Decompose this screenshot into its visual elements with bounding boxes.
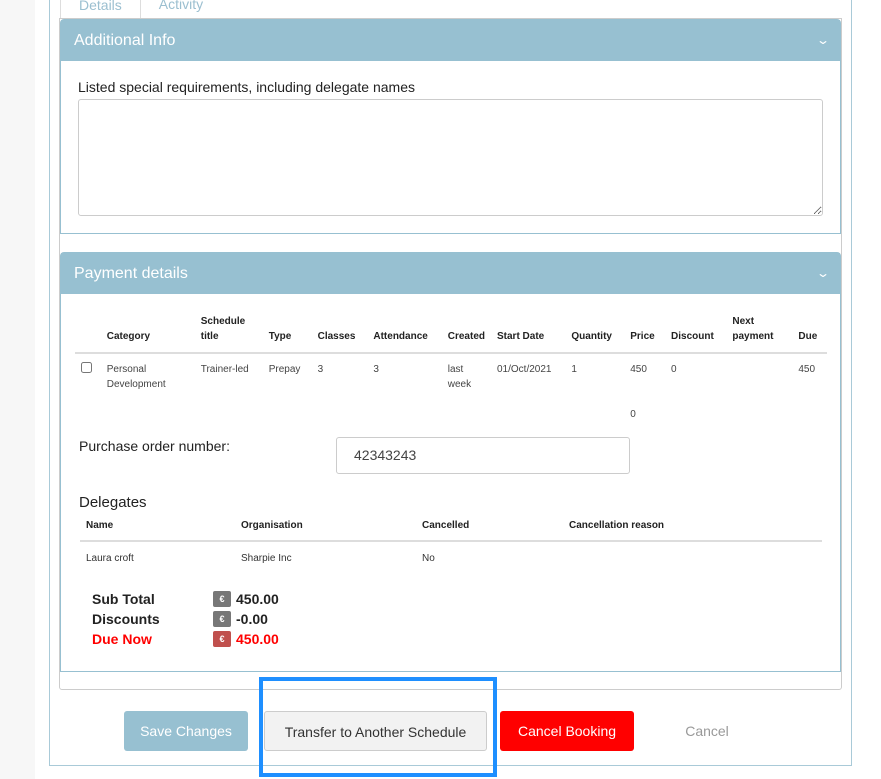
col-header: Schedule title (194, 314, 263, 354)
col-header: Classes (311, 314, 368, 354)
euro-icon: € (213, 611, 231, 627)
cell-attendance: 3 (373, 364, 379, 375)
sub-total-label: Sub Total (92, 591, 155, 607)
chevron-down-icon[interactable]: ⌄ (815, 33, 831, 47)
panel-title: Payment details (74, 265, 188, 282)
table-row: Laura croft Sharpie Inc No (80, 541, 822, 575)
left-sidebar (0, 0, 35, 779)
po-input[interactable]: 42343243 (336, 437, 630, 474)
chevron-down-icon[interactable]: ⌄ (815, 266, 831, 280)
cell-quantity: 1 (571, 364, 577, 375)
save-changes-button[interactable]: Save Changes (124, 711, 248, 751)
totals: Sub Total €450.00 Discounts € -0.00 Due Now… (92, 589, 279, 649)
col-select (75, 314, 101, 354)
cell-reason (563, 541, 822, 575)
sub-total-row: Sub Total €450.00 (92, 589, 279, 609)
sub-total-value: 450.00 (236, 591, 279, 607)
cell-created: last week (447, 364, 472, 390)
euro-icon: € (213, 591, 231, 607)
cell-schedule-title: Trainer-led (200, 364, 249, 375)
tab-bar: Details Activity (60, 0, 221, 19)
row-checkbox[interactable] (81, 362, 92, 373)
col-header: Type (262, 314, 312, 354)
col-header: Due (792, 314, 827, 354)
col-header: Cancellation reason (563, 518, 822, 542)
euro-icon: € (213, 631, 231, 647)
cell-category: Personal Development (106, 364, 166, 390)
additional-info-header[interactable]: Additional Info ⌄ (61, 20, 840, 61)
cell-due: 450 (798, 364, 816, 375)
col-header: Start Date (491, 314, 566, 354)
cell-cancelled: No (422, 553, 435, 564)
requirements-label: Listed special requirements, including d… (78, 79, 415, 95)
cell-start-date: 01/Oct/2021 (497, 364, 552, 375)
cell-organisation: Sharpie Inc (241, 553, 292, 564)
requirements-textarea[interactable] (78, 99, 823, 216)
cell-type: Prepay (268, 364, 301, 375)
discounts-value: -0.00 (236, 611, 268, 627)
cell-price: 450 0 (624, 353, 665, 430)
tab-details[interactable]: Details (60, 0, 141, 19)
highlight-box (259, 677, 497, 777)
booking-container (49, 0, 852, 766)
due-now-label: Due Now (92, 631, 152, 647)
due-now-row: Due Now €450.00 (92, 629, 279, 649)
col-header: Name (80, 518, 235, 542)
cell-next-payment (726, 353, 792, 430)
col-header: Organisation (235, 518, 416, 542)
price-extra: 0 (630, 409, 636, 420)
delegates-table: Name Organisation Cancelled Cancellation… (80, 518, 822, 575)
cell-name: Laura croft (86, 553, 134, 564)
delegates-title: Delegates (79, 494, 147, 511)
col-header: Discount (665, 314, 727, 354)
cancel-button[interactable]: Cancel (685, 723, 729, 739)
transfer-schedule-button[interactable]: Transfer to Another Schedule (264, 711, 487, 751)
col-header: Cancelled (416, 518, 563, 542)
payment-details-panel: Payment details ⌄ Category Schedule title… (60, 252, 841, 672)
col-header: Price (624, 314, 666, 354)
tab-activity[interactable]: Activity (158, 0, 204, 12)
payment-table: Category Schedule title Type Classes Att… (75, 314, 827, 430)
cell-discount: 0 (671, 364, 677, 375)
col-header: Quantity (565, 314, 625, 354)
tab-content (59, 18, 842, 690)
table-row: Personal Development Trainer-led Prepay … (75, 353, 827, 430)
cancel-booking-button[interactable]: Cancel Booking (500, 711, 634, 751)
cell-classes: 3 (317, 364, 324, 375)
discounts-row: Discounts € -0.00 (92, 609, 279, 629)
po-label: Purchase order number: (79, 438, 230, 454)
discounts-label: Discounts (92, 611, 160, 627)
price-value: 450 (630, 364, 647, 375)
col-header: Next payment (726, 314, 793, 354)
col-header: Created (441, 314, 491, 354)
due-now-value: 450.00 (236, 631, 279, 647)
panel-title: Additional Info (74, 32, 176, 49)
additional-info-panel: Additional Info ⌄ Listed special requirem… (60, 19, 841, 234)
col-header: Category (100, 314, 195, 354)
payment-details-header[interactable]: Payment details ⌄ (61, 253, 840, 294)
table-header: Name Organisation Cancelled Cancellation… (80, 518, 822, 542)
table-header: Category Schedule title Type Classes Att… (75, 314, 827, 354)
col-header: Attendance (367, 314, 442, 354)
